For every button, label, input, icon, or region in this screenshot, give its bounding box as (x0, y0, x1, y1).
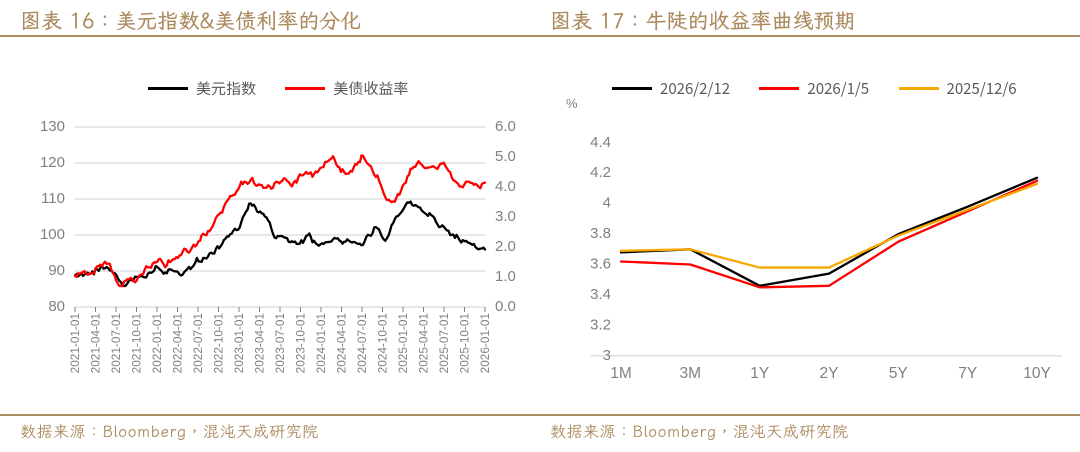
svg-text:3.0: 3.0 (495, 208, 516, 225)
svg-text:2.0: 2.0 (495, 238, 516, 255)
svg-text:100: 100 (40, 226, 65, 243)
svg-text:2024-07-01: 2024-07-01 (355, 313, 369, 373)
svg-text:2022-04-01: 2022-04-01 (171, 313, 185, 373)
svg-text:2021-01-01: 2021-01-01 (68, 313, 82, 373)
svg-text:5Y: 5Y (889, 365, 908, 382)
svg-text:2022-01-01: 2022-01-01 (150, 313, 164, 373)
svg-text:2024-04-01: 2024-04-01 (335, 313, 349, 373)
svg-text:2021-07-01: 2021-07-01 (109, 313, 123, 373)
svg-text:2Y: 2Y (820, 365, 839, 382)
svg-text:2025-10-01: 2025-10-01 (458, 313, 472, 373)
svg-text:2023-04-01: 2023-04-01 (253, 313, 267, 373)
svg-text:2025-04-01: 2025-04-01 (417, 313, 431, 373)
svg-text:2023-10-01: 2023-10-01 (294, 313, 308, 373)
svg-text:120: 120 (40, 154, 65, 171)
svg-text:2023-01-01: 2023-01-01 (232, 313, 246, 373)
svg-text:3: 3 (603, 347, 611, 364)
svg-text:4.2: 4.2 (590, 164, 611, 181)
svg-text:110: 110 (41, 190, 65, 207)
svg-text:%: % (566, 96, 578, 111)
svg-text:3M: 3M (680, 365, 702, 382)
svg-text:7Y: 7Y (958, 365, 977, 382)
svg-text:4: 4 (603, 195, 611, 212)
svg-text:3.2: 3.2 (590, 316, 611, 333)
svg-text:4.4: 4.4 (590, 134, 611, 151)
svg-text:6.0: 6.0 (495, 118, 516, 135)
svg-text:130: 130 (40, 118, 65, 135)
svg-text:2022-07-01: 2022-07-01 (191, 313, 205, 373)
svg-text:4.0: 4.0 (495, 178, 516, 195)
svg-text:1Y: 1Y (750, 365, 769, 382)
svg-text:2024-10-01: 2024-10-01 (376, 313, 390, 373)
svg-text:90: 90 (48, 262, 65, 279)
svg-text:2023-07-01: 2023-07-01 (273, 313, 287, 373)
svg-text:80: 80 (48, 298, 65, 315)
svg-text:3.8: 3.8 (590, 225, 611, 242)
svg-text:1M: 1M (610, 365, 632, 382)
svg-text:10Y: 10Y (1023, 365, 1051, 382)
svg-text:2024-01-01: 2024-01-01 (314, 313, 328, 373)
svg-text:1.0: 1.0 (495, 268, 516, 285)
svg-text:2025-01-01: 2025-01-01 (396, 313, 410, 373)
svg-text:2021-10-01: 2021-10-01 (130, 313, 144, 373)
svg-text:2022-10-01: 2022-10-01 (212, 313, 226, 373)
svg-text:5.0: 5.0 (495, 148, 516, 165)
svg-text:3.6: 3.6 (590, 255, 611, 272)
svg-text:3.4: 3.4 (590, 286, 611, 303)
svg-text:2026-01-01: 2026-01-01 (478, 313, 492, 373)
svg-text:2025-07-01: 2025-07-01 (437, 313, 451, 373)
svg-text:2021-04-01: 2021-04-01 (89, 313, 103, 373)
svg-text:0.0: 0.0 (495, 298, 516, 315)
